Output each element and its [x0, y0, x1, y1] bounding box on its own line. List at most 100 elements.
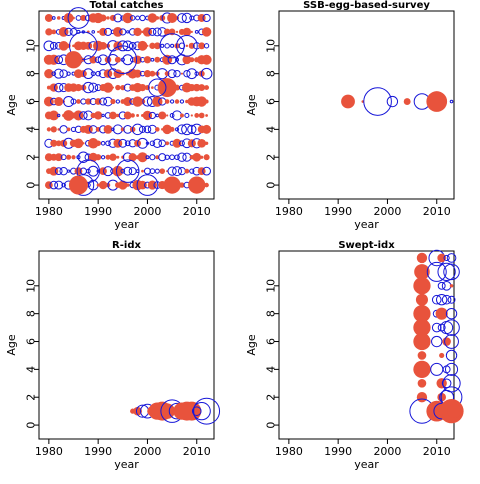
residual-point	[94, 56, 102, 64]
residual-point	[150, 57, 155, 62]
bubbles	[341, 87, 454, 116]
residual-point	[143, 56, 152, 64]
residual-point	[178, 42, 186, 50]
y-tick-label: 10	[25, 279, 38, 293]
residual-point	[164, 99, 170, 104]
residual-bubble	[193, 397, 221, 425]
residual-point	[132, 96, 143, 107]
residual-point	[44, 13, 53, 22]
residual-point	[175, 16, 179, 20]
residual-point	[66, 127, 71, 132]
bubbles	[43, 7, 213, 196]
residual-point	[98, 180, 108, 190]
bubbles	[409, 249, 464, 424]
residual-bubble	[443, 263, 460, 281]
residual-point	[58, 40, 69, 51]
x-tick-label: 2000	[133, 205, 161, 218]
residual-point	[89, 56, 97, 64]
residual-bubble	[437, 392, 446, 402]
residual-bubble	[435, 294, 448, 306]
residual-point	[51, 16, 56, 20]
x-axis-label: year	[114, 218, 139, 231]
residual-point	[50, 139, 58, 147]
residual-point	[142, 96, 153, 107]
residual-point	[164, 43, 170, 49]
y-axis-label: Age	[245, 334, 258, 356]
residual-point	[154, 56, 161, 63]
residual-point	[160, 43, 165, 48]
residual-point	[145, 155, 150, 160]
x-tick-label: 2010	[183, 205, 211, 218]
residual-point	[49, 41, 58, 50]
residual-point	[158, 153, 167, 162]
residual-point	[155, 113, 160, 118]
y-tick-label: 8	[25, 310, 38, 317]
residual-bubble	[446, 253, 457, 263]
residual-point	[77, 151, 90, 163]
y-tick-label: 6	[25, 98, 38, 105]
residual-point	[84, 41, 93, 50]
residual-bubble	[417, 378, 427, 388]
residual-point	[128, 153, 137, 162]
residual-point	[71, 155, 76, 160]
residual-point	[200, 155, 204, 159]
residual-point	[174, 99, 180, 104]
residual-point	[192, 152, 202, 162]
residual-point	[63, 110, 74, 121]
residual-point	[79, 111, 88, 120]
residual-point	[113, 13, 123, 23]
residual-bubble	[442, 337, 451, 346]
y-tick-label: 4	[25, 366, 38, 373]
residual-point	[188, 42, 195, 49]
residual-point	[146, 44, 149, 47]
panel-title: Total catches	[89, 0, 163, 11]
residual-point	[181, 12, 193, 24]
residual-bubble	[416, 252, 428, 264]
residual-point	[102, 82, 114, 93]
residual-point	[196, 96, 207, 107]
residual-point	[111, 86, 115, 89]
residual-point	[169, 154, 175, 161]
residual-bubble	[445, 307, 458, 320]
residual-point	[82, 142, 85, 145]
residual-point	[155, 127, 160, 132]
residual-point	[179, 140, 185, 147]
residual-bubble	[413, 332, 431, 351]
residual-point	[138, 83, 147, 92]
residual-bubble	[443, 254, 450, 262]
residual-point	[185, 44, 189, 47]
residual-point	[46, 127, 51, 132]
y-tick-label: 2	[265, 394, 278, 401]
residual-bubble	[386, 95, 399, 108]
x-tick-label: 1990	[324, 445, 352, 458]
panel-4: Swept-idx 1980 1990 2000 2010 0 2 4 6 8 10 year Age	[245, 240, 464, 471]
residual-point	[138, 180, 147, 190]
residual-point	[120, 168, 126, 174]
residual-point	[74, 83, 83, 92]
residual-bubble	[416, 392, 428, 403]
residual-point	[177, 152, 187, 162]
residual-point	[169, 126, 175, 132]
residual-point	[138, 125, 147, 133]
residual-bubble	[436, 378, 447, 389]
residual-point	[57, 113, 61, 118]
residual-point	[53, 68, 64, 79]
residual-point	[136, 114, 140, 117]
residual-point	[87, 165, 99, 177]
residual-point	[184, 168, 190, 174]
residual-point	[57, 128, 61, 131]
x-tick-label: 2000	[133, 445, 161, 458]
x-tick-label: 1980	[275, 205, 303, 218]
residual-point	[143, 125, 152, 134]
residual-point	[101, 113, 105, 118]
residual-point	[123, 97, 133, 107]
x-tick-label: 1990	[84, 205, 112, 218]
residual-bubble	[116, 159, 140, 183]
bubbles	[130, 397, 221, 425]
residual-point	[167, 12, 178, 23]
residual-point	[109, 153, 117, 161]
residual-point	[152, 27, 162, 37]
residual-point	[133, 69, 142, 78]
residual-point	[51, 29, 57, 35]
residual-point	[149, 140, 156, 147]
